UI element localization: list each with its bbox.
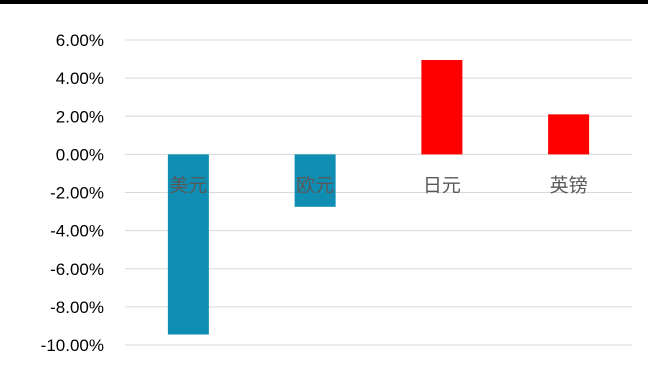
y-tick-label: 2.00%: [56, 107, 104, 126]
y-tick-label: -4.00%: [50, 222, 104, 241]
y-tick-label: -10.00%: [41, 336, 104, 355]
bar: [294, 154, 336, 207]
category-label: 欧元: [296, 174, 334, 196]
bar: [167, 154, 209, 335]
y-tick-label: 0.00%: [56, 145, 104, 164]
y-tick-label: -2.00%: [50, 184, 104, 203]
y-tick-label: 4.00%: [56, 69, 104, 88]
y-tick-label: -8.00%: [50, 298, 104, 317]
category-label: 美元: [169, 174, 207, 196]
top-border-rule: [0, 0, 648, 4]
y-tick-label: 6.00%: [56, 31, 104, 50]
bar: [421, 60, 463, 155]
category-label: 英镑: [550, 174, 588, 196]
bar: [548, 114, 590, 155]
category-label: 日元: [423, 174, 461, 196]
y-tick-label: -6.00%: [50, 260, 104, 279]
